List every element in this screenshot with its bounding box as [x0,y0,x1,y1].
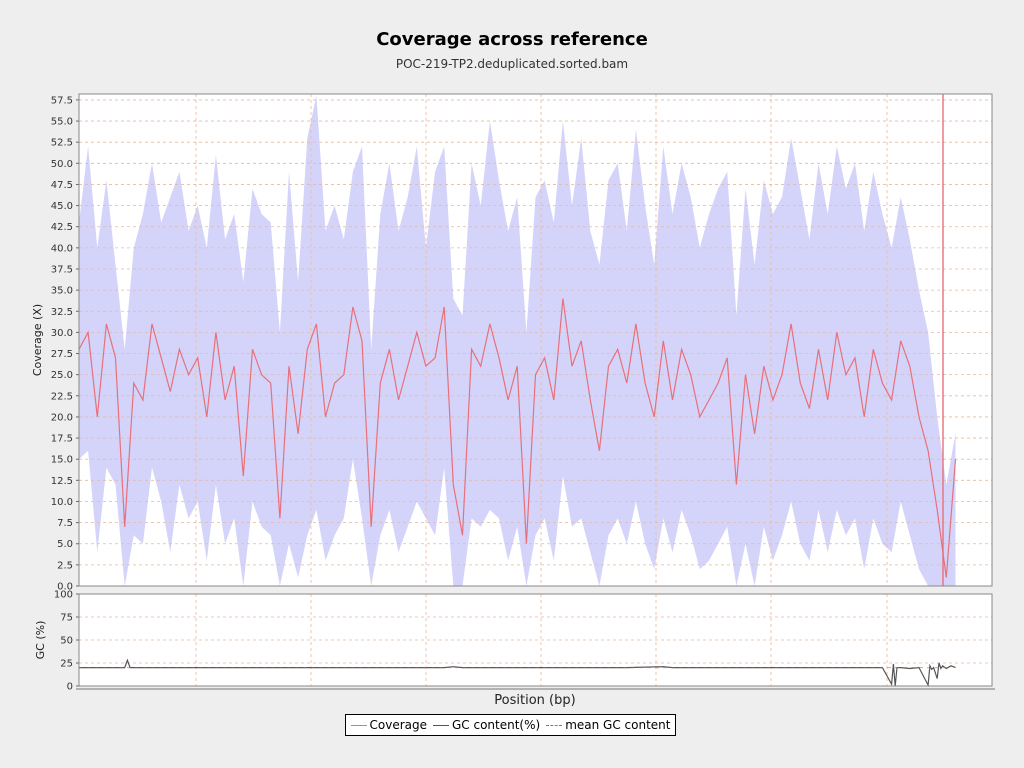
coverage-y-tick-label: 52.5 [51,138,73,149]
coverage-band [79,95,956,586]
gc-y-tick-label: 100 [54,590,73,601]
coverage-y-tick-label: 5.0 [57,539,73,550]
legend-item-mean-gc: mean GC content [546,718,670,732]
coverage-line [78,298,957,578]
coverage-y-tick-label: 27.5 [51,349,73,360]
coverage-y-tick-label: 35.0 [51,286,73,297]
coverage-y-tick-label: 37.5 [51,264,73,275]
coverage-y-tick-label: 30.0 [51,328,73,339]
legend-label-mean-gc: mean GC content [565,718,671,732]
chart-subtitle: POC-219-TP2.deduplicated.sorted.bam [395,57,629,71]
legend-item-gc: GC content(%) [433,718,540,732]
coverage-y-tick-label: 2.5 [57,560,73,571]
legend-label-gc: GC content(%) [452,718,541,732]
coverage-y-tick-label: 15.0 [51,455,73,466]
mean-gc-line-swatch [546,724,563,726]
gc-line-swatch [433,724,449,726]
gc-y-axis-label: GC (%) [34,621,47,660]
coverage-y-tick-label: 47.5 [51,180,73,191]
coverage-y-tick-label: 32.5 [51,307,73,318]
coverage-y-tick-label: 50.0 [51,159,73,170]
coverage-y-tick-label: 12.5 [51,476,73,487]
coverage-y-tick-label: 0.0 [57,582,73,593]
gc-frame [78,593,993,687]
coverage-y-tick-label: 45.0 [51,201,73,212]
gc-y-tick-label: 75 [60,613,73,624]
coverage-y-tick-label: 17.5 [51,434,73,445]
coverage-y-tick-label: 57.5 [51,95,73,106]
x-axis-label: Position (bp) [494,693,575,708]
coverage-y-axis-label: Coverage (X) [31,304,44,376]
coverage-y-tick-label: 25.0 [51,370,73,381]
coverage-y-tick-label: 40.0 [51,243,73,254]
legend-item-coverage: Coverage [350,718,428,732]
legend-label-coverage: Coverage [369,718,428,732]
legend: Coverage GC content(%) mean GC content [345,714,676,736]
coverage-frame [78,93,993,587]
coverage-y-tick-label: 55.0 [51,117,73,128]
coverage-y-tick-label: 20.0 [51,412,73,423]
coverage-y-tick-label: 42.5 [51,222,73,233]
coverage-y-tick-label: 10.0 [51,497,73,508]
coverage-y-tick-label: 22.5 [51,391,73,402]
chart-title: Coverage across reference [376,29,648,50]
gc-y-tick-label: 25 [60,659,73,670]
coverage-line-swatch [350,724,367,726]
gc-y-tick-label: 50 [60,636,73,647]
gc-y-tick-label: 0 [67,682,73,693]
coverage-y-tick-label: 7.5 [57,518,73,529]
